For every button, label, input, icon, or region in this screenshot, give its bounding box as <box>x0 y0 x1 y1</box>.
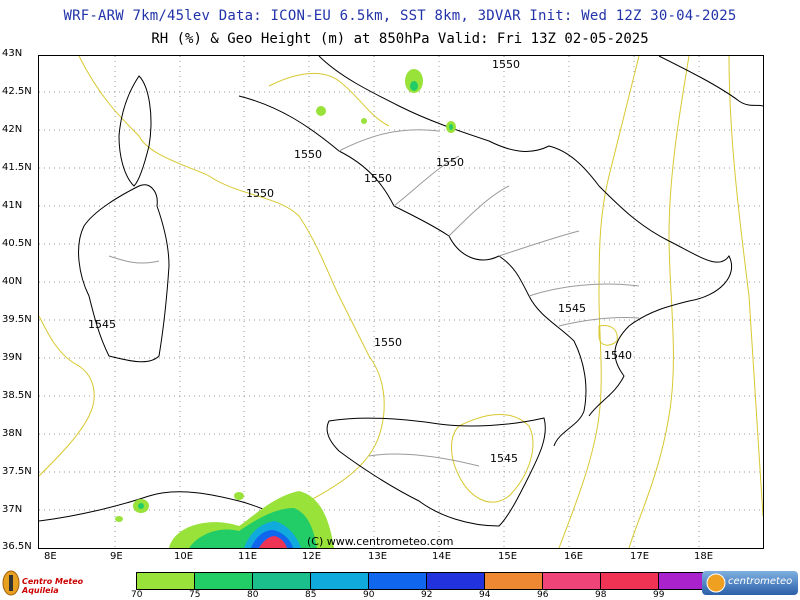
colorbar-cell <box>543 573 601 589</box>
title-line-1: WRF-ARW 7km/45lev Data: ICON-EU 6.5km, S… <box>63 8 737 24</box>
colorbar-label: 96 <box>537 590 549 600</box>
logo-emblem-icon <box>2 570 20 596</box>
colorbar-label: 99 <box>653 590 665 600</box>
map-svg <box>38 55 764 549</box>
contour-label: 1550 <box>374 336 402 349</box>
lat-label: 43N <box>2 48 23 59</box>
lat-label: 41N <box>2 200 23 211</box>
lon-label: 9E <box>110 551 123 562</box>
copyright-text: (C) www.centrometeo.com <box>307 535 454 548</box>
colorbar-cell <box>253 573 311 589</box>
lon-label: 15E <box>498 551 518 562</box>
lon-label: 8E <box>44 551 57 562</box>
colorbar-label: 90 <box>363 590 375 600</box>
colorbar-cell <box>311 573 369 589</box>
lat-label: 39.5N <box>2 314 32 325</box>
geo-height-contours <box>38 55 764 549</box>
lon-label: 16E <box>564 551 584 562</box>
colorbar-cell <box>427 573 485 589</box>
lon-label: 13E <box>368 551 388 562</box>
lat-label: 42N <box>2 124 23 135</box>
colorbar-label: 92 <box>421 590 433 600</box>
rh-shading <box>115 69 456 548</box>
logo-left-text: Centro Meteo Aquileia <box>22 577 84 595</box>
logo-right-text: centrometeo <box>728 576 793 587</box>
lat-label: 36.5N <box>2 541 32 552</box>
lon-label: 17E <box>630 551 650 562</box>
lon-label: 14E <box>432 551 452 562</box>
contour-label: 1545 <box>490 452 518 465</box>
lat-label: 38N <box>2 428 23 439</box>
colorbar-cell <box>369 573 427 589</box>
contour-label: 1550 <box>364 172 392 185</box>
colorbar-label: 70 <box>131 590 143 600</box>
title-line-2: RH (%) & Geo Height (m) at 850hPa Valid:… <box>151 31 649 47</box>
contour-label: 1540 <box>604 349 632 362</box>
rh-colorbar <box>136 572 718 590</box>
lon-label: 10E <box>174 551 194 562</box>
globe-icon <box>706 573 726 593</box>
contour-label: 1550 <box>246 187 274 200</box>
colorbar-cell <box>601 573 659 589</box>
colorbar-label: 85 <box>305 590 317 600</box>
colorbar-cell <box>137 573 195 589</box>
lon-label: 18E <box>694 551 714 562</box>
contour-label: 1550 <box>492 58 520 71</box>
lat-label: 38.5N <box>2 390 32 401</box>
lon-label: 12E <box>302 551 322 562</box>
contour-label: 1550 <box>436 156 464 169</box>
colorbar-label: 94 <box>479 590 491 600</box>
contour-label: 1545 <box>88 318 116 331</box>
centrometeo-logo: centrometeo <box>702 571 798 595</box>
lat-label: 39N <box>2 352 23 363</box>
lat-label: 37N <box>2 504 23 515</box>
colorbar-cell <box>485 573 543 589</box>
colorbar-label: 80 <box>247 590 259 600</box>
lat-label: 37.5N <box>2 466 32 477</box>
contour-label: 1550 <box>294 148 322 161</box>
contour-label: 1545 <box>558 302 586 315</box>
lon-label: 11E <box>238 551 258 562</box>
lat-label: 40N <box>2 276 23 287</box>
colorbar-cell <box>195 573 253 589</box>
region-borders <box>108 129 640 467</box>
colorbar-label: 98 <box>595 590 607 600</box>
colorbar-label: 75 <box>189 590 201 600</box>
lat-label: 41.5N <box>2 162 32 173</box>
lat-label: 40.5N <box>2 238 32 249</box>
map-panel <box>38 55 764 549</box>
lat-label: 42.5N <box>2 86 32 97</box>
centro-meteo-aquileia-logo: Centro Meteo Aquileia <box>2 569 112 597</box>
